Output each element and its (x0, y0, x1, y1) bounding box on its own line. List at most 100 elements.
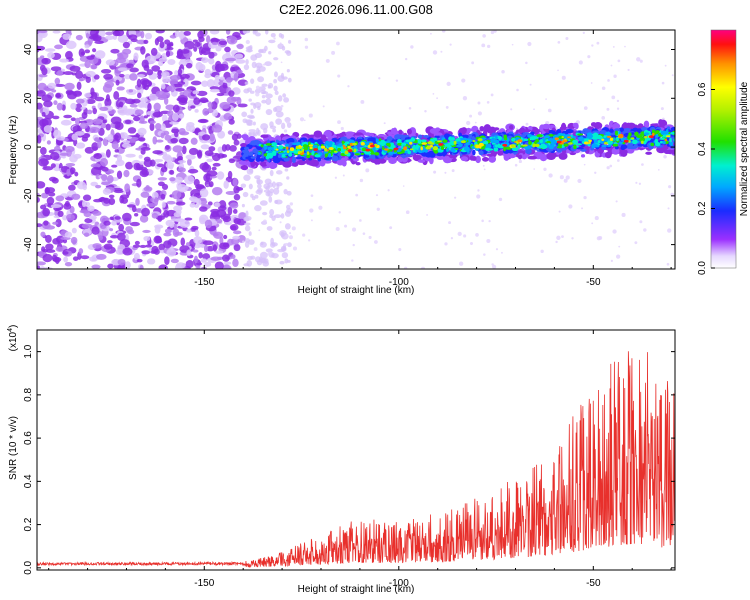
noise-dot (284, 234, 289, 239)
band-blob (278, 157, 283, 161)
noise-blob (169, 169, 175, 175)
noise-blob (156, 163, 165, 168)
band-peak (588, 139, 592, 143)
band-blob (240, 164, 249, 171)
noise-blob (129, 104, 138, 108)
band-blob (511, 137, 517, 142)
band-blob (265, 160, 274, 167)
band-blob (553, 134, 560, 138)
noise-blob (143, 235, 151, 242)
noise-blob (137, 92, 142, 99)
noise-blob (97, 139, 102, 149)
noise-blob (122, 247, 133, 256)
noise-blob (286, 176, 290, 180)
band-peak (617, 133, 624, 138)
noise-blob (211, 41, 218, 46)
noise-blob (248, 132, 256, 137)
noise-blob (143, 186, 153, 192)
x-tick-label: -50 (586, 277, 601, 288)
band-peak (320, 145, 326, 149)
noise-blob (267, 182, 273, 188)
noise-blob (179, 58, 187, 63)
noise-blob (109, 234, 119, 239)
band-blob (494, 144, 499, 148)
noise-blob (54, 256, 60, 265)
noise-blob (204, 150, 214, 157)
noise-blob (42, 166, 54, 171)
noise-dot (474, 121, 477, 124)
band-blob (407, 145, 411, 149)
noise-blob (185, 62, 193, 69)
noise-dot (368, 235, 372, 240)
noise-blob (100, 158, 109, 167)
noise-blob (257, 183, 262, 189)
noise-blob (185, 242, 191, 247)
noise-blob (257, 187, 263, 193)
noise-blob (216, 171, 225, 180)
noise-dot (547, 108, 552, 113)
noise-blob (70, 102, 77, 110)
noise-blob (62, 251, 69, 255)
noise-blob (118, 101, 124, 107)
noise-blob (43, 100, 53, 108)
noise-dot (609, 164, 613, 168)
noise-blob (88, 35, 97, 40)
noise-dot (641, 163, 644, 166)
noise-blob (66, 168, 71, 177)
noise-blob (154, 158, 164, 163)
noise-blob (252, 121, 256, 126)
noise-blob (168, 164, 174, 170)
noise-blob (151, 212, 158, 219)
noise-dot (469, 242, 474, 246)
noise-dot (511, 43, 514, 46)
band-blob (272, 150, 277, 156)
noise-blob (137, 127, 147, 136)
noise-dot (476, 194, 481, 199)
band-peak (360, 141, 365, 146)
noise-blob (172, 145, 183, 153)
noise-dot (635, 181, 638, 184)
noise-blob (275, 111, 284, 118)
noise-blob (55, 218, 62, 228)
noise-dot (461, 78, 466, 83)
noise-dot (477, 189, 480, 192)
noise-blob (246, 114, 255, 119)
band-blob (632, 127, 639, 132)
band-blob (539, 139, 543, 144)
noise-blob (286, 122, 292, 128)
noise-dot (634, 241, 638, 245)
noise-blob (173, 212, 181, 218)
noise-blob (163, 240, 172, 249)
noise-blob (161, 201, 166, 208)
noise-blob (232, 230, 242, 235)
noise-blob (190, 137, 198, 145)
band-blob (491, 137, 496, 143)
noise-blob (56, 136, 66, 141)
noise-blob (140, 146, 151, 151)
noise-blob (85, 98, 96, 105)
noise-dot (482, 164, 485, 167)
noise-blob (155, 239, 163, 244)
band-blob (622, 141, 626, 145)
band-peak (352, 142, 357, 146)
band-blob (363, 132, 372, 136)
band-blob (578, 138, 585, 142)
band-blob (614, 128, 621, 132)
noise-blob (69, 65, 81, 72)
noise-blob (185, 154, 196, 160)
band-blob (257, 151, 261, 155)
noise-blob (131, 98, 141, 104)
noise-blob (246, 122, 253, 126)
noise-blob (82, 184, 88, 191)
noise-dot (376, 207, 380, 211)
noise-blob (266, 226, 273, 231)
noise-blob (125, 153, 136, 158)
noise-blob (133, 162, 141, 171)
noise-blob (52, 30, 61, 34)
band-blob (442, 152, 446, 157)
noise-blob (284, 258, 289, 264)
noise-dot (612, 229, 617, 234)
noise-blob (38, 30, 48, 34)
band-blob (503, 137, 508, 141)
noise-dot (375, 194, 379, 197)
